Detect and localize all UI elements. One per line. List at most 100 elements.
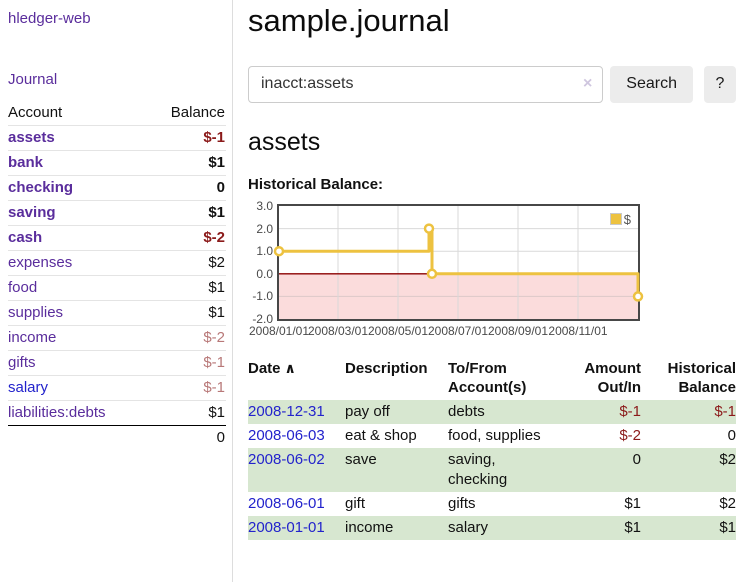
account-row: checking 0 [8,175,226,201]
account-balance: $1 [147,275,226,301]
transaction-description: income [345,518,394,536]
account-balance: $1 [147,200,226,226]
accounts-total-row: 0 [8,425,226,450]
account-row: saving $1 [8,200,226,226]
account-balance: $-2 [147,225,226,251]
column-header-date[interactable]: Date ∧ [248,357,345,400]
search-button[interactable]: Search [610,65,693,103]
y-tick: -2.0 [252,311,273,326]
main-panel: sample.journal × Search ? assets Histori… [233,0,742,582]
register-table: Date ∧ Description To/From Account(s) Amo… [248,357,736,540]
account-balance: $2 [147,250,226,276]
account-link-saving[interactable]: saving [8,204,56,221]
search-input[interactable] [248,65,604,103]
x-tick: 2008/09/01 [487,323,549,338]
transaction-accounts: gifts [448,494,476,512]
account-row: gifts $-1 [8,350,226,376]
transaction-date-link[interactable]: 2008-12-31 [248,402,325,420]
register-row: 2008-06-02 save saving, checking 0 $2 [248,447,736,492]
account-row: bank $1 [8,150,226,176]
account-balance: $-1 [147,125,226,151]
transaction-accounts: debts [448,402,485,420]
register-row: 2008-01-01 income salary $1 $1 [248,515,736,540]
transaction-amount: $1 [624,494,641,512]
help-button[interactable]: ? [704,65,736,103]
account-row: food $1 [8,275,226,301]
account-balance: $-1 [147,350,226,376]
account-link-cash[interactable]: cash [8,229,43,246]
clear-search-icon[interactable]: × [582,74,593,92]
transaction-balance: $-1 [714,402,736,420]
register-row: 2008-12-31 pay off debts $-1 $-1 [248,399,736,424]
column-header-amount: Amount Out/In [584,359,641,396]
account-balance: $1 [147,150,226,176]
chart-legend: $ [609,211,631,227]
plot-area: $ [273,203,644,321]
transaction-description: eat & shop [345,426,417,444]
sidebar: hledger-web Journal Account Balance asse… [0,0,233,582]
register-row: 2008-06-03 eat & shop food, supplies $-2… [248,424,736,448]
transaction-description: save [345,450,377,468]
account-row: expenses $2 [8,250,226,276]
search-bar: × Search ? [248,65,736,103]
x-tick: 2008/11/01 [548,323,608,338]
x-tick: 2008/01/01 [248,323,310,338]
account-link-salary[interactable]: salary [8,379,49,396]
transaction-amount: $1 [624,518,641,536]
accounts-table: Account Balance assets $-1 bank $1 check… [8,101,226,450]
account-link-bank[interactable]: bank [8,154,44,171]
accounts-total-value: 0 [147,425,226,450]
account-row: income $-2 [8,325,226,351]
y-tick: -1.0 [252,288,273,303]
transaction-accounts: salary [448,518,489,536]
transaction-date-link[interactable]: 2008-01-01 [248,518,325,536]
legend-label: $ [623,211,631,227]
transaction-balance: $2 [719,494,736,512]
transaction-date-link[interactable]: 2008-06-01 [248,494,325,512]
account-link-income[interactable]: income [8,329,57,346]
transaction-amount: 0 [632,450,641,468]
account-link-checking[interactable]: checking [8,179,74,196]
account-title: assets [248,127,321,156]
account-link-liabilities-debts[interactable]: liabilities:debts [8,404,106,421]
transaction-accounts: food, supplies [448,426,541,444]
accounts-table-header: Account Balance [8,101,226,126]
y-tick: 2.0 [256,221,273,236]
transaction-date-link[interactable]: 2008-06-02 [248,450,325,468]
page-title: sample.journal [248,3,450,38]
x-tick: 2008/07/01 [427,323,489,338]
account-link-supplies[interactable]: supplies [8,304,64,321]
account-link-expenses[interactable]: expenses [8,254,73,271]
transaction-balance: $2 [719,450,736,468]
account-row: salary $-1 [8,375,226,401]
column-header-balance: Historical Balance [667,359,736,396]
balance-step-line [273,205,644,319]
column-header-description: Description [345,359,428,377]
register-header-row: Date ∧ Description To/From Account(s) Amo… [248,357,736,400]
x-tick: 2008/03/01 [307,323,369,338]
account-row: assets $-1 [8,125,226,151]
historical-balance-chart: 3.0 2.0 1.0 0.0 -1.0 -2.0 [248,199,736,342]
account-row: supplies $1 [8,300,226,326]
transaction-amount: $-1 [619,402,641,420]
account-row: cash $-2 [8,225,226,251]
balance-column-header: Balance [170,104,225,121]
account-balance: $1 [147,400,226,426]
sort-asc-icon: ∧ [284,359,296,376]
sidebar-item-journal[interactable]: Journal [8,71,58,88]
account-link-food[interactable]: food [8,279,38,296]
transaction-balance: $1 [719,518,736,536]
brand-link[interactable]: hledger-web [8,10,91,27]
account-link-assets[interactable]: assets [8,129,55,146]
account-balance: $-2 [147,325,226,351]
account-row: liabilities:debts $1 [8,400,226,426]
transaction-description: pay off [345,402,390,420]
account-link-gifts[interactable]: gifts [8,354,36,371]
transaction-date-link[interactable]: 2008-06-03 [248,426,325,444]
account-balance: 0 [147,175,226,201]
account-balance: $1 [147,300,226,326]
column-header-accounts: To/From Account(s) [448,359,527,396]
account-balance: $-1 [147,375,226,401]
register-row: 2008-06-01 gift gifts $1 $2 [248,492,736,516]
